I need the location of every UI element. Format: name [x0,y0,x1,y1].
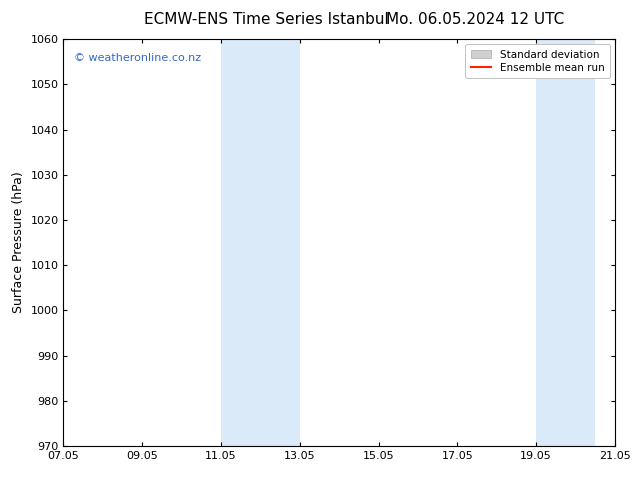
Y-axis label: Surface Pressure (hPa): Surface Pressure (hPa) [12,172,25,314]
Bar [221,39,300,446]
Bar [536,39,595,446]
Text: © weatheronline.co.nz: © weatheronline.co.nz [74,53,202,63]
Legend: Standard deviation, Ensemble mean run: Standard deviation, Ensemble mean run [465,45,610,78]
Text: ECMW-ENS Time Series Istanbul: ECMW-ENS Time Series Istanbul [144,12,389,27]
Text: Mo. 06.05.2024 12 UTC: Mo. 06.05.2024 12 UTC [386,12,565,27]
